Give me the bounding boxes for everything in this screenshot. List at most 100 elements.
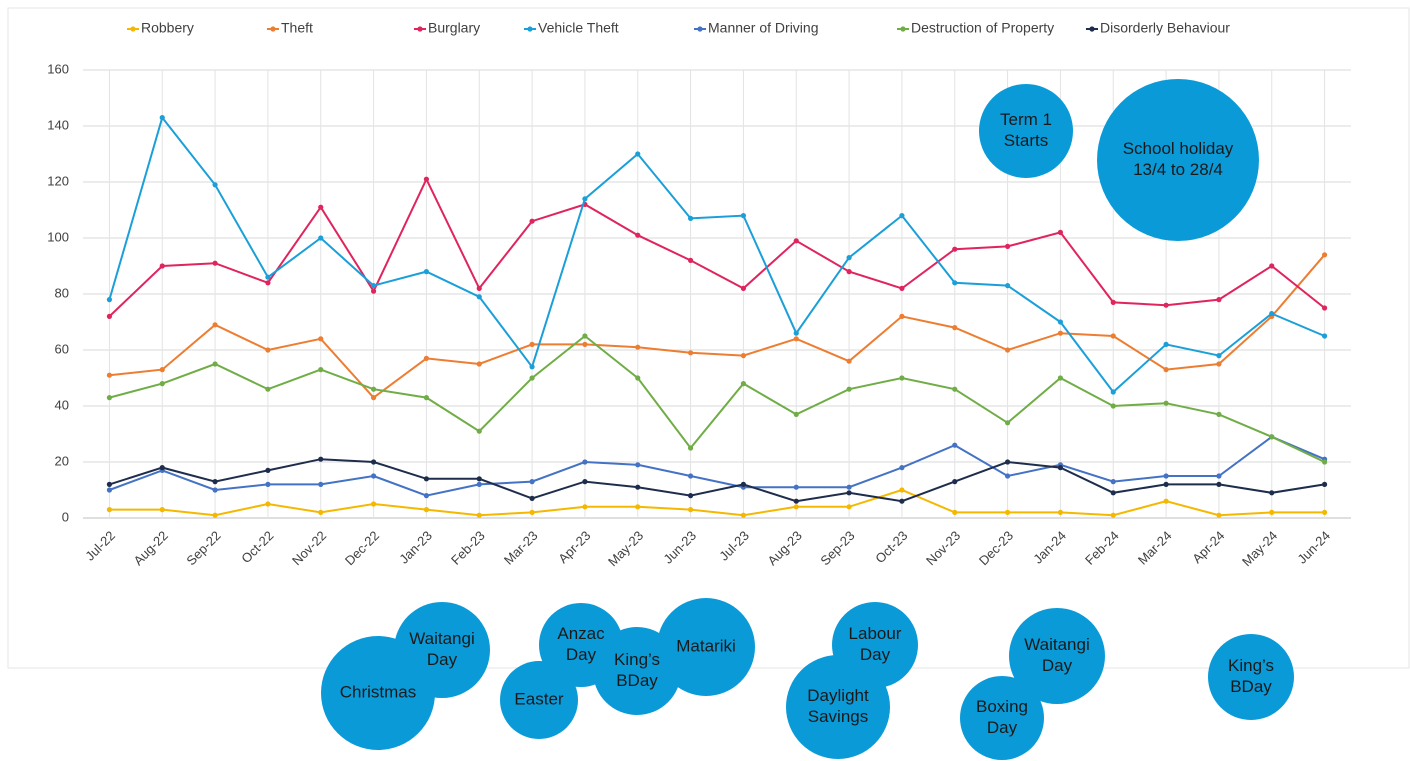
point [423,269,430,275]
legend-dot [900,26,906,32]
point [1004,283,1011,289]
point [423,507,430,513]
annotation-text: School holiday [1123,139,1234,158]
legend-label: Burglary [428,20,480,36]
x-tick-label: Feb-23 [448,528,488,568]
point [846,504,852,510]
point [423,355,430,361]
point [318,235,324,241]
x-tick-label: Aug-22 [131,528,171,568]
point [212,361,218,367]
point [899,465,905,471]
x-tick-label: Mar-23 [501,528,541,568]
legend-dot [527,26,533,32]
annotation-text: Boxing [976,697,1028,716]
point [265,280,271,286]
annotation-bubble [786,655,890,759]
point [793,498,799,504]
annotation-text: BDay [616,671,658,690]
series-line [109,458,1325,503]
point [370,288,377,294]
point [370,283,377,289]
point [1057,319,1064,325]
annotation-bubble [1009,608,1105,704]
point [952,280,958,286]
point [212,479,218,485]
point [1163,498,1169,504]
point [529,341,535,347]
point [1110,490,1116,496]
point [212,182,218,188]
x-tick-label: Jan-24 [1030,528,1069,567]
point [1216,473,1222,479]
point [740,481,747,487]
point [1321,252,1328,258]
annotation-text: Waitangi [409,629,475,648]
point [265,274,271,280]
y-tick-label: 60 [55,341,69,356]
point [635,375,641,381]
y-tick-label: 160 [47,61,69,76]
point [159,507,165,513]
legend-dot [130,26,136,32]
annotation-bubble [321,636,435,750]
annotation-text: Labour [849,624,902,643]
point [1163,302,1169,308]
point [212,487,218,493]
annotation-text: Day [860,645,891,664]
point [582,504,588,510]
point [1163,400,1169,406]
point [687,445,694,451]
legend-label: Manner of Driving [708,20,819,36]
point [265,386,271,392]
point [423,493,430,499]
point [1321,333,1328,339]
point [1269,490,1275,496]
series-line [108,176,1326,318]
point [740,512,747,518]
point [1004,347,1011,353]
point [687,493,694,499]
annotation-bubble [657,598,755,696]
series-line [109,435,1325,497]
point [793,484,799,490]
point [952,479,958,485]
annotation-bubble [500,661,578,739]
point [793,330,799,336]
point [635,232,641,238]
series-line [108,115,1325,394]
point [476,481,482,487]
legend-label: Destruction of Property [911,20,1054,36]
annotation-text: Starts [1004,131,1048,150]
point [1321,459,1328,465]
point [1269,263,1275,269]
legend-label: Vehicle Theft [538,20,619,36]
point [106,487,113,493]
point [582,333,588,339]
point [265,347,271,353]
point [1216,297,1222,303]
x-tick-label: Apr-23 [555,528,593,566]
x-tick-label: Dec-23 [976,528,1016,568]
point [106,481,113,487]
y-tick-label: 0 [62,509,69,524]
point [1057,509,1064,515]
point [687,507,694,513]
point [212,322,218,328]
point [423,395,430,401]
y-tick-label: 100 [47,229,69,244]
point [1321,305,1328,311]
y-tick-label: 20 [55,453,69,468]
point [476,294,482,300]
point [476,512,482,518]
point [740,353,747,359]
point [846,255,852,261]
point [370,459,377,465]
annotation-bubble [979,84,1073,178]
point [529,364,535,370]
annotation-text: Term 1 [1000,110,1052,129]
point [318,509,324,515]
x-tick-label: Nov-22 [289,528,329,568]
point [159,115,165,121]
point [899,213,905,219]
